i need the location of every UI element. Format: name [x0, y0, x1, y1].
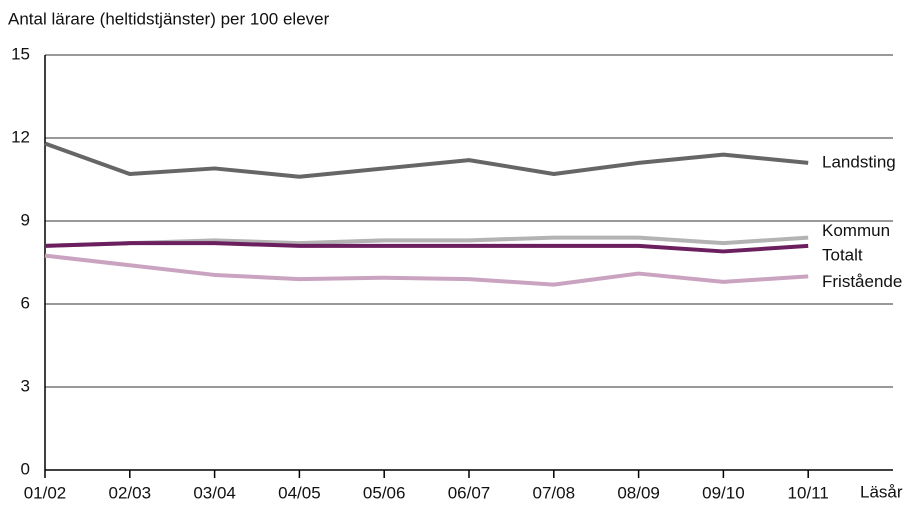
- x-axis-label: Läsår: [860, 482, 903, 501]
- series-label: Landsting: [822, 152, 896, 171]
- x-tick-label: 05/06: [363, 483, 406, 502]
- x-tick-label: 07/08: [533, 483, 576, 502]
- series-line: [44, 141, 809, 179]
- series-line: [44, 241, 809, 254]
- x-tick-label: 10/11: [788, 483, 829, 502]
- chart-title: Antal lärare (heltidstjänster) per 100 e…: [8, 9, 330, 28]
- x-tick-label: 08/09: [617, 483, 660, 502]
- x-tick-label: 09/10: [702, 483, 745, 502]
- series-line: [44, 253, 809, 287]
- y-tick-label: 0: [21, 459, 30, 478]
- y-tick-label: 12: [11, 127, 30, 146]
- y-tick-label: 15: [11, 44, 30, 63]
- y-tick-label: 9: [21, 210, 30, 229]
- series-label: Fristående: [822, 272, 902, 291]
- series-label: Totalt: [822, 245, 863, 264]
- y-tick-label: 6: [21, 293, 30, 312]
- x-tick-label: 02/03: [109, 483, 152, 502]
- y-tick-label: 3: [21, 376, 30, 395]
- x-tick-label: 03/04: [193, 483, 236, 502]
- x-tick-label: 06/07: [448, 483, 491, 502]
- x-tick-label: 04/05: [278, 483, 321, 502]
- x-tick-label: 01/02: [24, 483, 67, 502]
- series-label: Kommun: [822, 221, 890, 240]
